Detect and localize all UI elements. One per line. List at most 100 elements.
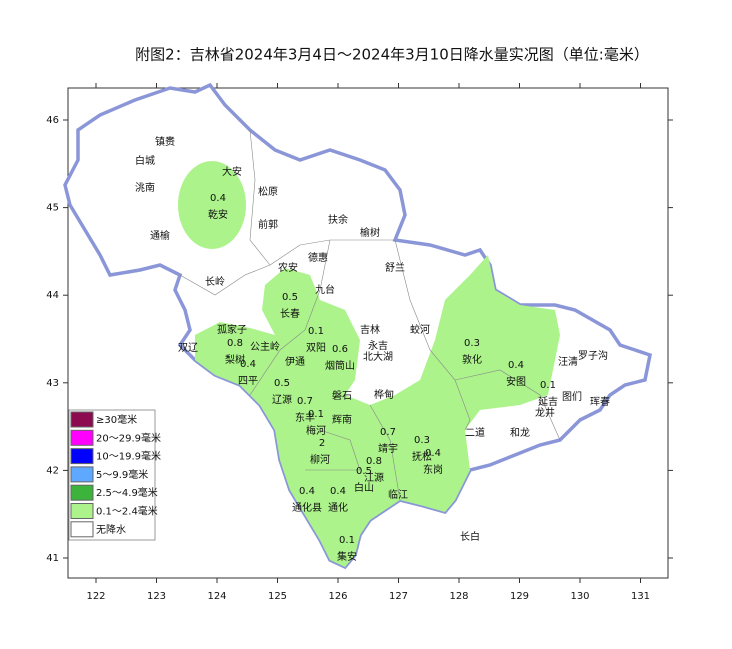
station-name: 抚松 — [412, 450, 432, 463]
station-value: 0.4 — [210, 193, 226, 204]
y-tick-label: 41 — [46, 553, 59, 564]
place-name: 吉林 — [360, 323, 380, 336]
x-tick-label: 129 — [510, 591, 529, 602]
place-name: 罗子沟 — [578, 349, 608, 362]
station-value: 0.7 — [380, 427, 396, 438]
station-name: 江源 — [364, 471, 384, 484]
station-name: 烟筒山 — [325, 359, 355, 372]
station-value: 0.4 — [299, 486, 315, 497]
station-name: 辽源 — [272, 393, 292, 406]
station-value: 0.4 — [508, 360, 524, 371]
place-name: 珲春 — [590, 396, 610, 408]
station-value: 0.5 — [274, 378, 290, 389]
legend-swatch — [70, 448, 94, 465]
y-tick-label: 42 — [46, 465, 59, 476]
place-name: 临江 — [388, 488, 408, 501]
station-value: 0.1 — [339, 535, 355, 546]
legend-label: 2.5～4.9毫米 — [96, 486, 158, 499]
place-name: 扶余 — [328, 213, 348, 226]
station-name: 梨树 — [225, 353, 245, 366]
legend-label: 20～29.9毫米 — [96, 431, 161, 444]
station-name: 安图 — [506, 375, 526, 388]
x-tick-label: 130 — [570, 591, 589, 602]
rain-area — [195, 255, 560, 567]
place-name: 和龙 — [510, 426, 530, 439]
x-tick-label: 123 — [147, 591, 166, 602]
legend-label: 无降水 — [96, 523, 126, 536]
place-name: 白城 — [135, 154, 155, 167]
place-name: 北大湖 — [363, 350, 393, 363]
place-name: 2 — [319, 438, 325, 449]
place-name: 桦甸 — [374, 388, 394, 401]
place-name: 伊通 — [285, 356, 305, 368]
place-name: 洮南 — [135, 181, 155, 194]
place-name: 永吉 — [368, 339, 388, 352]
station-value: 0.1 — [540, 380, 556, 391]
place-name: 蛟河 — [410, 323, 430, 336]
x-tick-label: 126 — [328, 591, 347, 602]
place-name: 舒兰 — [385, 261, 405, 274]
station-value: 0.4 — [425, 448, 441, 459]
rain-areas — [178, 161, 560, 567]
place-name: 镇赉 — [155, 135, 175, 148]
place-name: 长白 — [460, 530, 480, 543]
station-name: 东丰 — [295, 411, 315, 424]
station-value: 0.7 — [297, 396, 313, 407]
x-tick-label: 127 — [389, 591, 408, 602]
y-tick-label: 45 — [46, 203, 59, 214]
station-value: 0.4 — [330, 486, 346, 497]
legend-swatch — [70, 466, 94, 483]
x-tick-label: 128 — [449, 591, 468, 602]
map-frame — [67, 87, 669, 579]
place-name: 农安 — [278, 261, 298, 274]
legend-swatch — [70, 429, 94, 446]
station-name: 四平 — [238, 376, 258, 387]
station-name: 长春 — [280, 308, 300, 320]
legend-swatch — [70, 503, 94, 519]
station-name: 白山 — [354, 481, 374, 494]
place-name: 公主岭 — [250, 340, 280, 353]
legend-label: 0.1～2.4毫米 — [96, 505, 158, 518]
x-tick-label: 125 — [268, 591, 287, 602]
x-tick-label: 124 — [207, 591, 226, 602]
station-value: 0.3 — [414, 435, 430, 446]
station-value: 0.5 — [282, 292, 298, 303]
station-value: 0.8 — [227, 338, 243, 349]
legend-swatch — [70, 484, 94, 501]
y-tick-label: 46 — [46, 115, 59, 126]
station-name: 双阳 — [306, 342, 326, 354]
map-title: 附图2：吉林省2024年3月4日～2024年3月10日降水量实况图（单位:毫米） — [135, 46, 649, 64]
county-borders — [179, 129, 561, 501]
place-name: 龙井 — [535, 406, 555, 419]
place-name: 九台 — [315, 283, 335, 296]
place-name: 双辽 — [178, 342, 198, 354]
station-value: 0.4 — [240, 359, 256, 370]
station-name: 延吉 — [538, 396, 558, 408]
place-name: 通榆 — [150, 229, 170, 242]
station-value: 0.1 — [308, 409, 324, 420]
place-name: 二道 — [465, 426, 485, 439]
place-name: 大安 — [222, 165, 242, 178]
rain-area — [178, 161, 246, 249]
place-name: 孤家子 — [217, 323, 247, 336]
place-name: 长岭 — [205, 275, 225, 288]
place-name: 辉南 — [332, 413, 352, 426]
station-value: 0.6 — [332, 344, 348, 355]
place-name: 柳河 — [310, 453, 330, 466]
station-name: 东岗 — [423, 463, 443, 476]
station-name: 梅河 — [306, 424, 326, 437]
station-name: 乾安 — [208, 208, 228, 221]
legend-label: 10～19.9毫米 — [96, 450, 161, 463]
place-name: 榆树 — [360, 226, 380, 239]
place-name: 前郭 — [258, 218, 278, 231]
station-name: 靖宇 — [378, 442, 398, 455]
x-tick-label: 122 — [86, 591, 105, 602]
y-tick-label: 44 — [46, 290, 59, 301]
station-name: 集安 — [337, 550, 357, 563]
place-name: 汪清 — [558, 355, 578, 368]
station-value: 0.8 — [366, 456, 382, 467]
station-name: 通化县 — [292, 501, 322, 514]
place-name: 德惠 — [308, 251, 328, 264]
legend: ≥30毫米 20～29.9毫米 10～19.9毫米 5～9.9毫米 2.5～4.9毫米 0… — [68, 409, 161, 541]
